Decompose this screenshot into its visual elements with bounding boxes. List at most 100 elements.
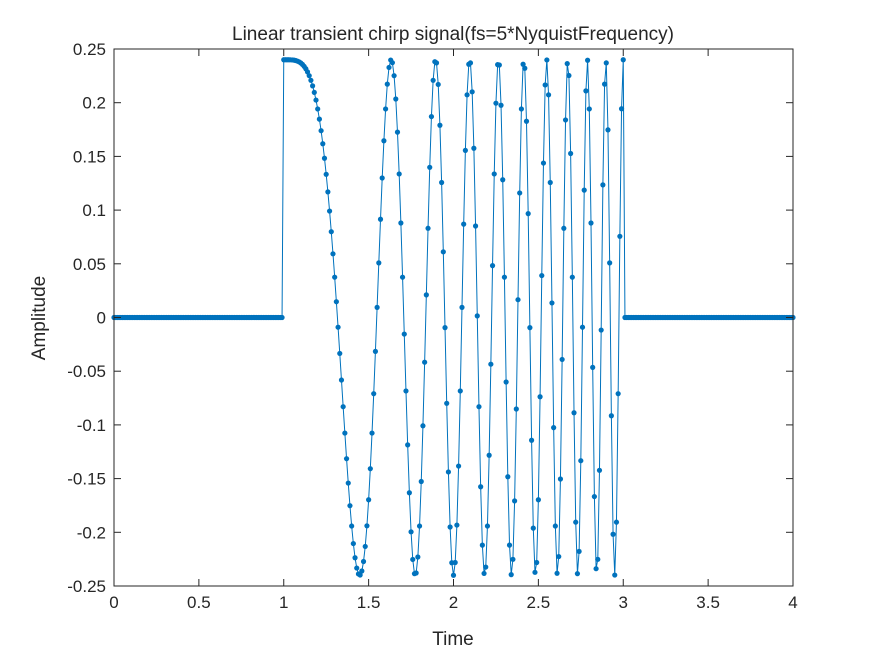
y-tick-label: 0.2 (82, 94, 106, 113)
data-point (357, 572, 363, 578)
data-point (528, 437, 535, 443)
data-point (405, 442, 411, 448)
data-point (366, 497, 372, 503)
data-point (523, 118, 530, 124)
data-point (573, 519, 579, 525)
data-point (376, 260, 382, 266)
data-point (328, 229, 334, 235)
data-point (515, 297, 521, 303)
data-point (416, 523, 423, 529)
data-point (535, 497, 541, 503)
data-point (618, 106, 625, 112)
data-point (315, 106, 321, 112)
data-point (576, 548, 582, 555)
data-point (579, 324, 586, 330)
data-point (393, 96, 399, 102)
data-point (452, 559, 458, 566)
data-point (415, 554, 421, 560)
data-point (615, 391, 621, 397)
data-point (595, 556, 601, 562)
data-point (337, 350, 343, 357)
data-point (534, 559, 540, 566)
data-point (586, 106, 592, 112)
data-point (381, 138, 387, 144)
data-point (508, 572, 514, 578)
x-axis-label: Time (432, 629, 474, 650)
data-point (472, 223, 479, 229)
data-point (364, 523, 370, 529)
data-point (479, 542, 485, 548)
x-tick-label: 2 (449, 593, 458, 612)
data-point (549, 300, 555, 306)
data-point (505, 474, 511, 480)
data-point (476, 404, 482, 410)
data-point (313, 97, 319, 103)
data-point (518, 106, 525, 112)
plot-content (111, 57, 796, 578)
data-point (510, 556, 516, 562)
data-point (320, 141, 326, 147)
data-point (601, 81, 608, 87)
chart-title: Linear transient chirp signal(fs=5*Nyqui… (232, 24, 674, 45)
data-point (593, 566, 599, 572)
data-point (617, 233, 623, 239)
data-point (564, 61, 570, 67)
data-point (539, 272, 545, 279)
data-point (557, 476, 564, 482)
data-point (551, 425, 557, 431)
data-point (513, 406, 519, 412)
data-point (486, 452, 492, 458)
data-point (403, 388, 409, 394)
data-point (569, 274, 575, 280)
y-tick-label: 0.25 (73, 40, 106, 59)
data-point (377, 216, 384, 222)
data-point (427, 164, 433, 170)
data-point (459, 304, 465, 310)
x-tick-label: 0.5 (187, 593, 211, 612)
data-point (325, 189, 331, 195)
x-tick-label: 1.5 (357, 593, 381, 612)
y-axis-label: Amplitude (29, 276, 50, 361)
data-point (537, 394, 543, 400)
data-point (326, 208, 333, 214)
x-tick-label: 0 (109, 593, 118, 612)
data-point (311, 89, 317, 96)
data-point (506, 542, 513, 548)
data-point (488, 361, 494, 367)
data-point (442, 325, 448, 331)
data-point (321, 155, 328, 161)
data-point (503, 379, 509, 385)
data-point (481, 570, 487, 577)
data-point (379, 175, 385, 181)
data-point (568, 150, 574, 157)
data-point (354, 565, 360, 571)
data-point (620, 57, 626, 63)
data-point (471, 145, 477, 151)
data-point (425, 225, 431, 231)
data-point (520, 61, 526, 67)
data-point (428, 113, 435, 120)
data-point (396, 171, 402, 177)
data-point (561, 225, 567, 231)
data-point (547, 179, 553, 186)
x-tick-label: 4 (788, 593, 797, 612)
y-tick-label: -0.15 (67, 470, 106, 489)
data-point (562, 117, 569, 123)
data-point (362, 543, 368, 550)
data-point (512, 498, 518, 504)
data-point (423, 292, 429, 298)
data-point (345, 480, 351, 486)
x-tick-label: 3.5 (696, 593, 720, 612)
data-point (374, 304, 380, 310)
data-point (461, 221, 467, 227)
data-point (394, 129, 401, 135)
data-point (559, 356, 565, 363)
data-point (389, 60, 395, 66)
data-point (430, 77, 436, 83)
data-point (566, 72, 572, 79)
data-point (444, 400, 450, 406)
y-tick-label: -0.25 (67, 577, 106, 596)
data-point (491, 171, 497, 177)
data-point (420, 423, 426, 429)
